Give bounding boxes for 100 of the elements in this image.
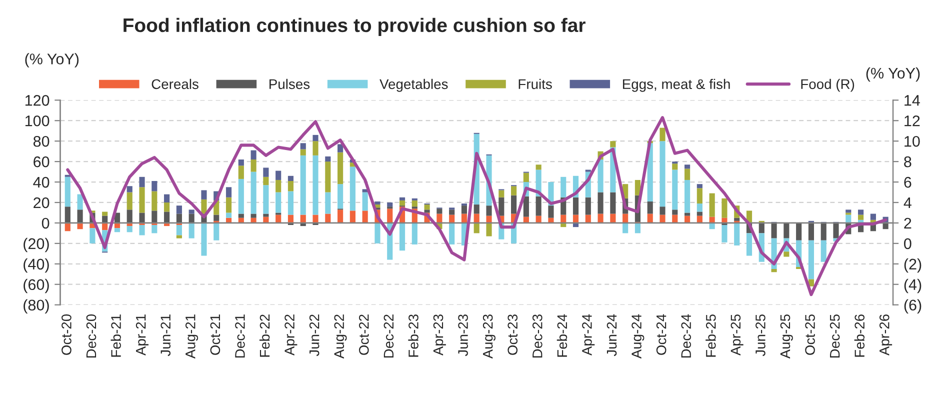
bar — [696, 204, 702, 212]
bar — [263, 176, 269, 186]
bar — [263, 168, 269, 177]
bar — [672, 164, 678, 170]
x-tick-label: Feb-21 — [110, 314, 121, 357]
x-tick-label: Feb-24 — [556, 314, 568, 357]
bar — [412, 200, 418, 207]
bar — [139, 187, 145, 213]
bar — [808, 240, 814, 280]
bar — [300, 143, 306, 150]
x-tick-label: Apr-22 — [284, 314, 298, 356]
bar — [276, 180, 282, 192]
bar — [771, 222, 777, 238]
y-tick-label: (80) — [24, 299, 49, 314]
y2-tick-label: 2 — [904, 218, 912, 228]
bar — [312, 134, 318, 142]
y2-tick-label: 6 — [904, 176, 912, 188]
y-axis-title: (% YoY) — [25, 53, 79, 68]
bar — [300, 155, 306, 215]
legend-label: Vegetables — [380, 78, 448, 92]
x-tick-label: Apr-26 — [879, 314, 892, 356]
y-tick-label: 40 — [33, 176, 50, 188]
bar — [188, 214, 194, 223]
y-tick-label: (40) — [24, 258, 49, 273]
bar — [560, 214, 566, 223]
bar — [126, 192, 132, 210]
bar — [846, 214, 852, 223]
y2-tick-label: 4 — [904, 198, 912, 208]
bar — [461, 206, 468, 214]
bar — [90, 228, 96, 244]
bar — [622, 222, 628, 234]
bar — [523, 196, 529, 217]
bar — [362, 192, 368, 211]
bar — [696, 188, 702, 204]
bar — [325, 156, 331, 162]
bar — [585, 214, 591, 223]
x-tick-label: Oct-22 — [358, 314, 369, 355]
bar — [548, 218, 554, 223]
bar — [325, 162, 331, 192]
legend-label: Food (R) — [801, 78, 854, 92]
bar — [201, 190, 207, 200]
x-tick-label: Dec-24 — [681, 314, 692, 358]
x-tick-label: Aug-21 — [185, 314, 198, 359]
x-tick-label: Feb-26 — [854, 314, 865, 357]
bar — [226, 187, 232, 198]
bar — [126, 226, 132, 232]
bar — [424, 210, 430, 213]
x-tick-label: Dec-25 — [830, 314, 840, 358]
bar — [387, 202, 393, 207]
y-tick-label: 60 — [34, 156, 50, 168]
bar — [610, 192, 616, 214]
bar — [288, 176, 294, 181]
y-tick-label: 120 — [25, 95, 50, 106]
y2-tick-label: 0 — [904, 238, 912, 250]
bar — [808, 222, 814, 240]
bar — [238, 178, 244, 214]
x-tick-label: Jun-23 — [458, 314, 468, 356]
bar — [622, 214, 628, 223]
bar — [585, 197, 591, 215]
bar — [152, 210, 158, 223]
bar — [734, 222, 740, 246]
bar — [672, 210, 678, 215]
x-tick-label: Apr-25 — [730, 314, 744, 356]
bar — [436, 214, 442, 223]
x-tick-label: Aug-25 — [780, 314, 793, 359]
bar — [449, 222, 455, 244]
bar — [870, 214, 876, 220]
bar — [188, 222, 194, 238]
x-tick-label: Oct-24 — [656, 314, 666, 355]
y2-tick-label: 10 — [904, 136, 920, 147]
bar — [858, 214, 864, 220]
bar — [300, 214, 306, 223]
bar — [176, 206, 182, 214]
bar — [511, 195, 517, 214]
bar — [238, 214, 244, 218]
bar — [846, 210, 852, 213]
bar — [374, 201, 380, 205]
bar — [722, 218, 728, 223]
bar — [126, 210, 132, 223]
bar — [536, 196, 542, 216]
bar — [461, 214, 468, 223]
bar — [312, 155, 318, 215]
bar — [660, 128, 666, 142]
bar — [201, 222, 207, 256]
bar — [152, 181, 158, 192]
bar — [263, 214, 269, 217]
bar — [139, 212, 145, 223]
bar — [214, 222, 220, 240]
bar — [276, 214, 282, 223]
bar — [64, 176, 70, 207]
bar — [126, 186, 132, 192]
y2-tick-label: (4) — [904, 278, 922, 294]
x-tick-label: Jun-24 — [606, 314, 617, 356]
bar — [152, 191, 158, 211]
y2-tick-label: 8 — [904, 156, 912, 168]
bar — [350, 210, 356, 223]
x-tick-label: Oct-23 — [508, 314, 518, 355]
y-tick-label: (60) — [24, 278, 49, 294]
bar — [226, 212, 232, 218]
y-tick-label: (20) — [24, 238, 49, 252]
